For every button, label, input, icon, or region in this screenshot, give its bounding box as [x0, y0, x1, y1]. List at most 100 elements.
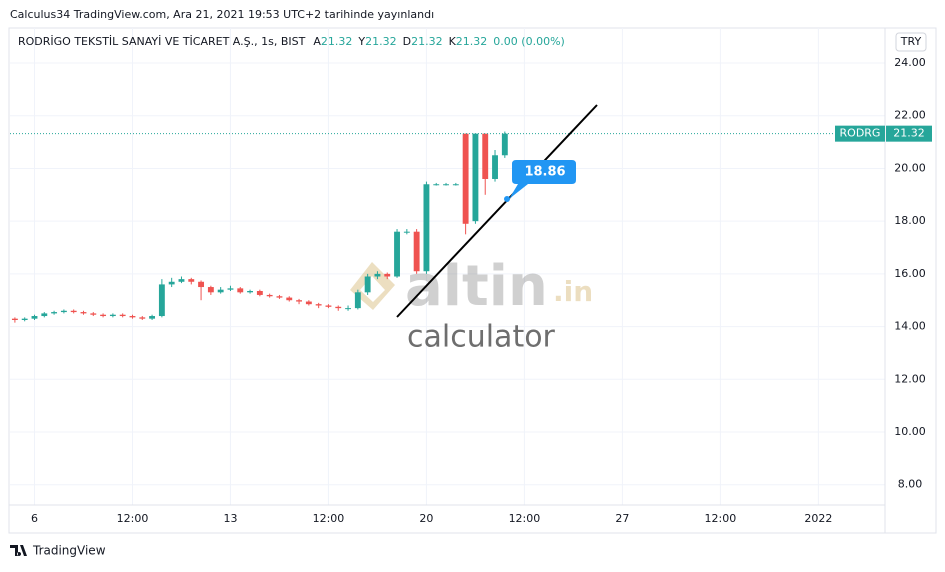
ohlc-key: K	[449, 35, 457, 48]
annotation-box	[509, 160, 576, 199]
x-tick-label: 20	[419, 512, 433, 525]
trend-line	[396, 104, 598, 318]
y-tick-label: 16.00	[894, 267, 926, 280]
currency-box[interactable]	[895, 32, 927, 52]
candle-body	[492, 155, 498, 179]
candle-body	[51, 312, 58, 314]
ohlc-key: D	[403, 35, 411, 48]
x-tick-label: 12:00	[117, 512, 149, 525]
candle-body	[325, 305, 332, 307]
candle-body	[60, 310, 67, 313]
candle-body	[217, 289, 224, 293]
candle-body	[482, 133, 489, 179]
y-tick-label: 24.00	[894, 56, 926, 69]
ohlc-key: Y	[357, 35, 365, 48]
y-tick-label: 22.00	[894, 109, 926, 122]
candle-body	[247, 290, 254, 293]
y-tick-label: 8.00	[898, 478, 923, 491]
symbol-title: RODRİGO TEKSTİL SANAYİ VE TİCARET A.Ş., …	[18, 35, 306, 48]
candle-body	[188, 279, 195, 282]
candle-body	[384, 273, 391, 277]
legend: RODRİGO TEKSTİL SANAYİ VE TİCARET A.Ş., …	[18, 35, 565, 48]
x-tick-label: 13	[223, 512, 237, 525]
candle-body	[109, 314, 116, 317]
x-tick-label: 12:00	[705, 512, 737, 525]
watermark-logo	[350, 262, 395, 310]
currency: TRY	[900, 35, 922, 48]
footer-logo: TradingView	[10, 544, 106, 558]
y-tick-label: 12.00	[894, 372, 926, 385]
x-tick-label: 27	[615, 512, 629, 525]
candle-body	[452, 184, 459, 186]
candle-body	[119, 314, 126, 317]
annotation-label: 18.86	[524, 165, 565, 180]
ohlc-value: 21.32	[365, 35, 397, 48]
candle-body	[90, 313, 97, 315]
candle-body	[41, 313, 48, 317]
candle-body	[462, 133, 469, 224]
y-tick-label: 14.00	[894, 320, 926, 333]
candle-body	[178, 279, 185, 282]
footer-brand: TradingView	[32, 544, 106, 558]
watermark-sub: calculator	[407, 320, 556, 355]
candle-body	[403, 231, 410, 233]
candle-body	[433, 184, 440, 186]
footer-icon	[10, 545, 27, 556]
candle-body	[276, 296, 283, 298]
candle-body	[129, 316, 136, 318]
candle-body	[139, 317, 146, 319]
candle-body	[80, 312, 87, 314]
x-tick-label: 12:00	[509, 512, 541, 525]
candle-body	[305, 301, 312, 305]
candle-body	[227, 288, 234, 290]
y-tick-label: 10.00	[894, 425, 926, 438]
candle-body	[315, 304, 322, 306]
candle-body	[443, 184, 449, 186]
candle-body	[335, 306, 342, 309]
x-tick-label: 6	[31, 512, 38, 525]
ohlc-value: 21.32	[456, 35, 488, 48]
candle-body	[413, 231, 420, 272]
candle-body	[296, 300, 302, 302]
symbol-tag-label: RODRG	[840, 127, 881, 140]
candle-body	[266, 294, 273, 297]
y-tick-label: 20.00	[894, 161, 926, 174]
symbol-tag	[835, 125, 885, 142]
publish-note: Calculus34 TradingView.com, Ara 21, 2021…	[10, 8, 434, 21]
candle-body	[345, 308, 351, 310]
ohlc-value: 21.32	[321, 35, 353, 48]
candle-body	[149, 316, 156, 319]
grid	[10, 28, 885, 505]
panel-frame	[8, 27, 937, 534]
price-tag-label: 21.32	[893, 127, 925, 140]
price-tag	[886, 125, 932, 142]
candle-body	[501, 133, 508, 156]
trend-anchor	[504, 196, 510, 202]
candle-body	[256, 290, 263, 295]
change-value: 0.00 (0.00%)	[493, 35, 565, 48]
candle-body	[364, 276, 371, 293]
candle-body	[31, 316, 38, 319]
candle-body	[286, 297, 293, 301]
candle-body	[207, 287, 214, 293]
candle-body	[158, 284, 165, 317]
candle-body	[168, 281, 175, 285]
candle-body	[472, 133, 479, 222]
y-tick-label: 18.00	[894, 214, 926, 227]
candle-body	[100, 314, 107, 317]
x-tick-label: 12:00	[313, 512, 345, 525]
candle-body	[21, 318, 28, 320]
ohlc-key: A	[313, 35, 321, 48]
candles	[10, 131, 885, 323]
candle-body	[70, 310, 77, 313]
candle-body	[394, 231, 400, 277]
watermark-domain: .in	[553, 275, 593, 308]
ohlc-value: 21.32	[411, 35, 443, 48]
x-tick-label: 2022	[804, 512, 832, 525]
candle-body	[11, 318, 18, 320]
candle-body	[374, 273, 381, 277]
candle-body	[423, 184, 430, 272]
candle-body	[237, 288, 244, 293]
